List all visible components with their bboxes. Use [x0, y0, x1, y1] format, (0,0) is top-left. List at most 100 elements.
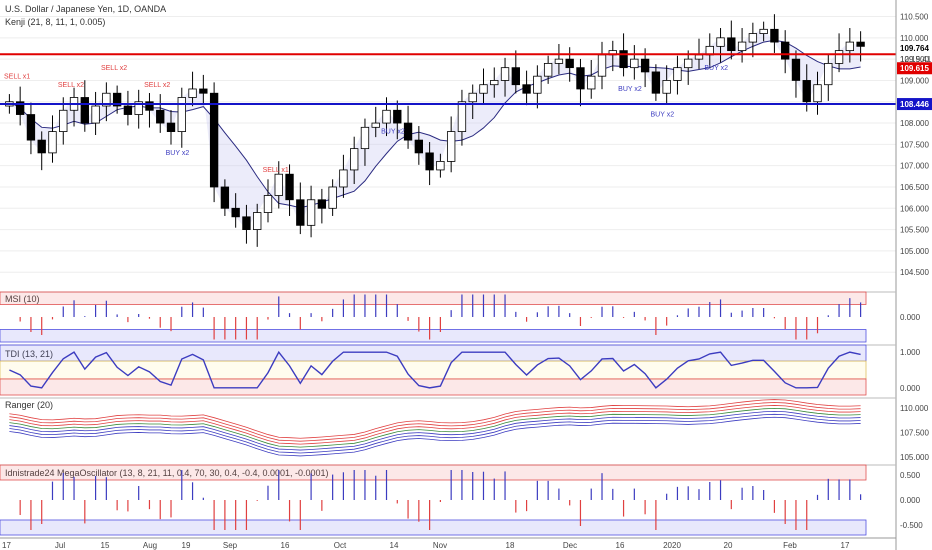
msi-pane[interactable]: MSI (10) [0, 291, 896, 343]
candle-body [263, 195, 273, 213]
candle-body [856, 41, 865, 47]
candle-body [716, 37, 725, 47]
price-tick-3: 109.000 [900, 76, 929, 85]
price-tick-8: 106.500 [900, 183, 929, 192]
candle-body [630, 58, 639, 69]
ranger-pane-tick-0: 110.000 [900, 404, 929, 413]
candle-body [694, 54, 704, 60]
candle-body [91, 105, 100, 124]
tdi-pane-tick-0: 1.000 [900, 348, 921, 357]
ranger-line-1 [9, 402, 861, 442]
candle-body [791, 58, 801, 81]
ranger-line-2 [9, 405, 861, 445]
signal-buy-8: BUY x2 [651, 112, 675, 119]
candle-body [457, 101, 467, 132]
xtick-16: 17 [841, 541, 850, 550]
signal-buy-7: BUY x2 [618, 86, 642, 93]
price-tick-0: 110.500 [900, 13, 929, 22]
candle-body [522, 84, 531, 94]
candle-body [360, 126, 370, 150]
xtick-15: Feb [783, 541, 797, 550]
candle-body [393, 109, 402, 124]
blue-level-tag-bg [897, 98, 932, 111]
mega-pane[interactable]: Idnistrade24 MegaOscillator (13, 8, 21, … [0, 464, 896, 536]
price-tick-9: 106.000 [900, 204, 929, 213]
tdi-title: TDI (13, 21) [5, 349, 53, 359]
price-tick-7: 107.000 [900, 162, 929, 171]
axis-bg [896, 0, 932, 550]
red-level-tag-bg [897, 62, 932, 75]
xtick-0: 17 [2, 541, 11, 550]
candle-body [231, 207, 240, 218]
candle-body [317, 199, 327, 209]
candle-body [845, 41, 855, 52]
price-tick-2: 109.500 [900, 55, 929, 64]
candle-body [640, 58, 650, 73]
red-level-tag: 109.615 [900, 64, 929, 73]
pane-band [0, 519, 867, 536]
candle-body [802, 80, 811, 103]
msi-pane-tick-0: 0.000 [900, 313, 921, 322]
candle-body [80, 97, 89, 124]
ranger-line-5 [9, 413, 861, 454]
signal-sell-1: SELL x2 [58, 82, 84, 89]
candle-body [597, 54, 607, 77]
candle-body [15, 101, 25, 115]
price-pane[interactable]: SELL x1 SELL x2 SELL x2 SELL x2 BUY x2 SELL x… [0, 0, 896, 290]
price-tick-10: 105.500 [900, 226, 929, 235]
candle-body [306, 199, 316, 226]
xtick-3: Aug [143, 541, 157, 550]
candle-body [824, 63, 833, 86]
candle-body [274, 173, 283, 196]
tdi-pane[interactable]: TDI (13, 21) [0, 344, 896, 396]
xtick-9: Nov [433, 541, 447, 550]
pane-band [0, 464, 867, 481]
ranger-pane-tick-2: 105.000 [900, 453, 929, 462]
candle-body [759, 28, 768, 34]
current-price-tag-bg [897, 41, 932, 54]
candle-body [543, 63, 553, 77]
candle-body [748, 33, 758, 43]
candle-body [587, 75, 596, 90]
price-tick-1: 110.000 [900, 34, 929, 43]
price-tick-6: 107.500 [900, 140, 929, 149]
candle-body [156, 109, 165, 124]
price-tick-5: 108.000 [900, 119, 929, 128]
xtick-5: Sep [223, 541, 238, 550]
candle-body [479, 84, 488, 94]
candle-body [37, 139, 46, 154]
signal-sell-0: SELL x1 [4, 73, 30, 80]
candles [5, 14, 865, 247]
candle-body [48, 131, 57, 154]
price-axis[interactable]: 110.500110.000109.500109.000108.500108.0… [895, 0, 932, 550]
blue-level-tag: 108.446 [900, 100, 929, 109]
candle-body [834, 50, 844, 64]
signal-buy-4: BUY x2 [166, 150, 190, 157]
candle-body [166, 122, 176, 132]
candle-body [468, 92, 477, 103]
candle-body [188, 88, 197, 98]
mega-title: Idnistrade24 MegaOscillator (13, 8, 21, … [5, 468, 329, 478]
cloud-fill [9, 29, 861, 230]
candle-body [253, 212, 262, 231]
signal-buy-9: BUY x2 [704, 65, 728, 72]
candle-body [425, 152, 434, 171]
chart-title: U.S. Dollar / Japanese Yen, 1D, OANDA [5, 4, 166, 14]
time-axis[interactable]: 17 Jul 15 Aug 19 Sep 16 Oct 14 Nov 18 Dec 16 2020 20 Fe… [0, 537, 896, 550]
candle-body [511, 67, 520, 86]
price-tick-12: 104.500 [900, 268, 929, 277]
candle-body [781, 41, 790, 60]
ranger-pane[interactable]: Ranger (20) [0, 397, 896, 457]
ranger-title: Ranger (20) [5, 400, 53, 410]
candle-body [112, 92, 122, 107]
candle-body [813, 84, 822, 103]
mega-pane-tick-0: 0.500 [900, 471, 921, 480]
signals: SELL x1 SELL x2 SELL x2 SELL x2 BUY x2 SELL x… [4, 65, 728, 174]
xtick-2: 15 [101, 541, 110, 550]
signal-sell-2: SELL x2 [101, 65, 127, 72]
signal-sell-5: SELL x1 [263, 167, 289, 174]
candle-body [684, 58, 693, 69]
mega-pane-tick-1: 0.000 [900, 496, 921, 505]
ranger-pane-tick-1: 107.500 [900, 428, 929, 437]
